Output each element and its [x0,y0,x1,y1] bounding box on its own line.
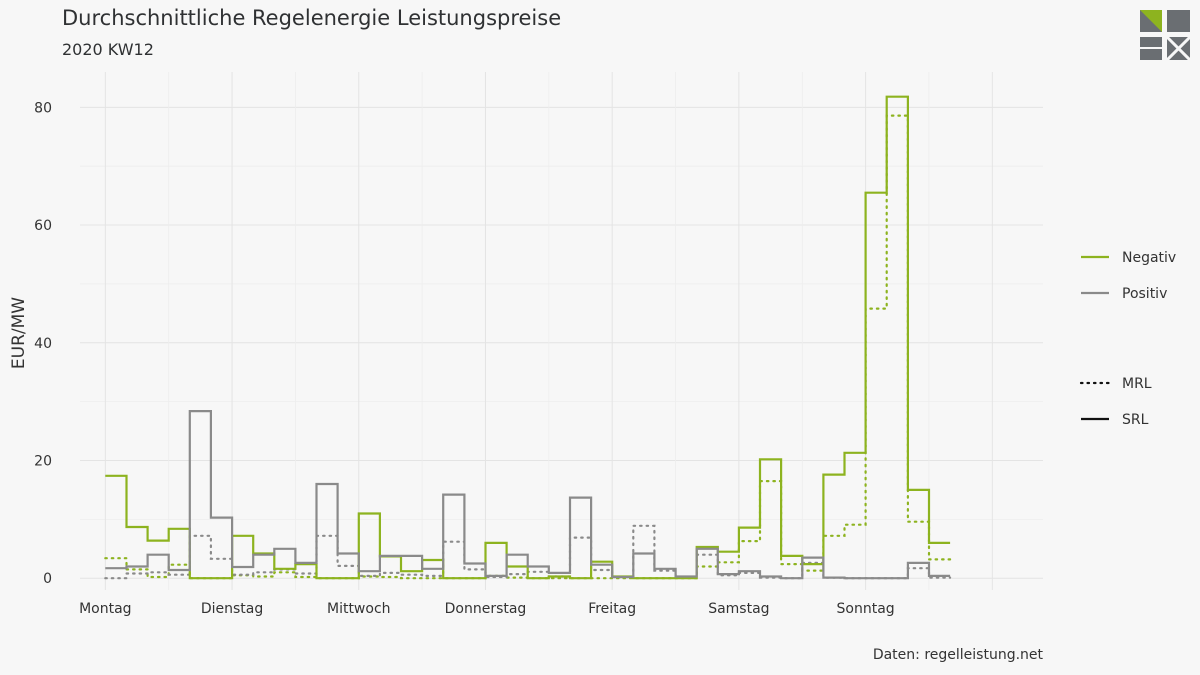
chart-title: Durchschnittliche Regelenergie Leistungs… [62,6,562,30]
x-tick-label: Samstag [708,601,769,617]
regelleistung-logo [1140,10,1190,60]
y-tick-label: 0 [43,571,52,587]
series-line-positiv-srl [105,410,951,580]
grid-lines [80,72,1043,590]
data-source: Daten: regelleistung.net [872,647,1043,663]
x-tick-label: Montag [79,601,131,617]
x-tick-label: Dienstag [201,601,263,617]
legend-label-negativ: Negativ [1122,250,1176,266]
series-lines [104,95,952,580]
series-line-negativ-srl [105,95,951,580]
x-tick-label: Freitag [588,601,636,617]
x-tick-label: Sonntag [837,601,895,617]
legend-label-mrl: MRL [1122,376,1152,392]
y-tick-label: 60 [34,218,52,234]
y-tick-label: 20 [34,454,52,470]
y-axis: 0 20 40 60 80 [34,100,52,587]
legend-label-srl: SRL [1122,412,1149,428]
x-tick-label: Mittwoch [327,601,391,617]
y-axis-label: EUR/MW [9,297,29,369]
chart-subtitle: 2020 KW12 [62,40,154,59]
legend-label-positiv: Positiv [1122,286,1167,302]
x-axis: Montag Dienstag Mittwoch Donnerstag Freitag S… [79,601,895,617]
x-tick-label: Donnerstag [445,601,527,617]
legend: Negativ Positiv MRL SRL [1079,250,1176,428]
y-tick-label: 80 [34,100,52,116]
y-tick-label: 40 [34,336,52,352]
